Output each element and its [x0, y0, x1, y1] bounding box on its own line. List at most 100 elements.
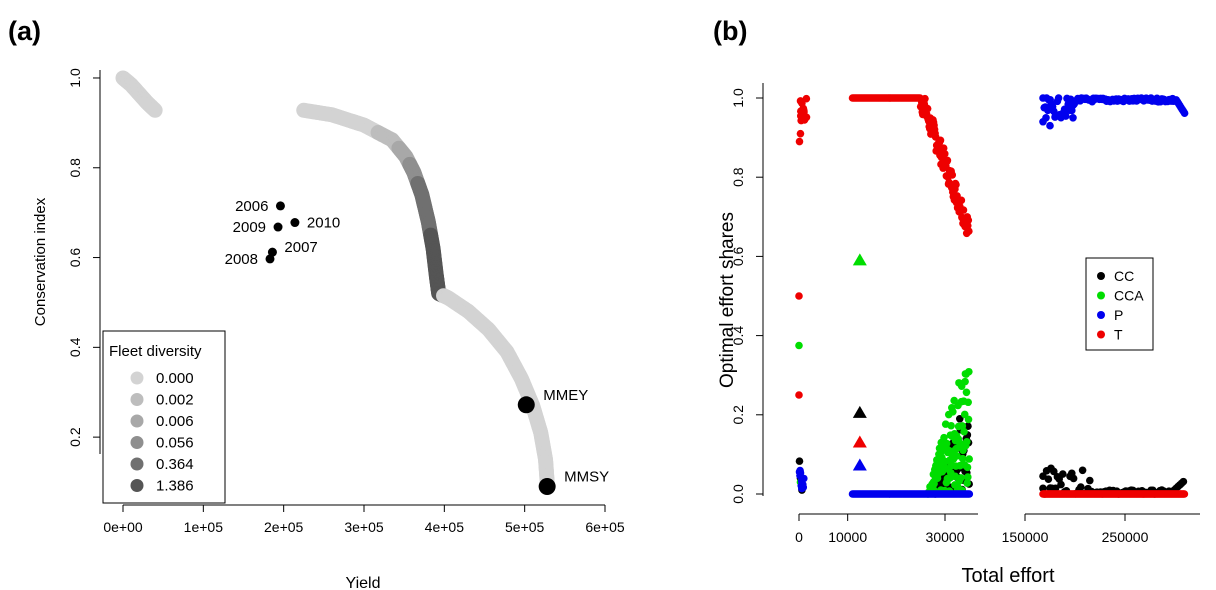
data-point — [1039, 472, 1047, 480]
reference-points-series: MMEY MMSY — [517, 387, 609, 496]
data-point — [800, 474, 808, 483]
data-point — [1179, 477, 1188, 486]
data-point — [965, 227, 973, 236]
data-point — [942, 439, 951, 448]
legend-swatch — [130, 479, 144, 492]
legend-swatch — [1097, 330, 1105, 339]
data-point — [939, 144, 948, 152]
legend-label: CC — [1114, 268, 1134, 284]
data-point — [964, 398, 972, 407]
legend-swatch — [130, 457, 144, 471]
triangle-marker — [852, 458, 867, 471]
chart-panel-a: 2006 2009 2010 2008 2007 MMEY MMSY 0e+00 1e+05… — [32, 68, 625, 590]
data-point — [955, 414, 964, 423]
legend: CC CCA PT — [1085, 257, 1154, 351]
data-point — [1059, 470, 1067, 478]
triangle-marker — [852, 405, 867, 418]
data-point — [962, 388, 971, 397]
observed-point-label: 2009 — [233, 219, 266, 236]
data-point — [1069, 474, 1078, 483]
observed-years-series: 2006 2009 2010 2008 2007 — [225, 198, 341, 268]
frontier-series — [115, 70, 555, 490]
x-tick-label: 6e+05 — [585, 519, 625, 535]
x-tick-label: 250000 — [1102, 529, 1149, 545]
y-tick-label: 0.2 — [67, 427, 83, 447]
data-point — [1046, 121, 1054, 130]
legend-label: 0.364 — [156, 456, 194, 473]
data-point — [1078, 466, 1087, 475]
data-point — [964, 216, 973, 225]
data-point — [795, 341, 803, 350]
data-point — [959, 206, 968, 214]
frontier-point — [147, 102, 163, 118]
data-point — [963, 479, 971, 487]
x-tick-label: 10000 — [828, 529, 867, 545]
observed-point — [267, 247, 277, 257]
x-tick-label: 2e+05 — [264, 519, 304, 535]
data-point — [796, 107, 805, 116]
x-tick-label: 5e+05 — [505, 519, 545, 535]
data-point — [964, 473, 972, 481]
x-tick-label: 1e+05 — [184, 519, 224, 535]
data-point — [965, 490, 974, 498]
x-tick-label: 4e+05 — [425, 519, 465, 535]
data-point — [963, 437, 971, 446]
x-tick-label: 150000 — [1002, 529, 1049, 545]
observed-point-label: 2007 — [284, 239, 317, 256]
data-point — [1180, 109, 1189, 118]
x-tick-label: 30000 — [926, 529, 965, 545]
legend-label: P — [1114, 307, 1123, 323]
legend-items: 0.000 0.002 0.006 0.056 0.364 1.386 — [130, 370, 194, 495]
chart-panel-b: 0 10000 30000 150000 250000 0.0 0.2 0.4 0.6 0.8 1… — [717, 83, 1200, 587]
data-point — [923, 104, 932, 113]
reference-point-label: MMEY — [543, 387, 588, 404]
data-point — [1086, 476, 1094, 485]
data-point — [1057, 480, 1065, 489]
data-point — [796, 129, 805, 138]
series-p — [795, 94, 1189, 498]
data-point — [1047, 464, 1055, 473]
y-tick-label: 0.4 — [730, 326, 746, 346]
x-tick-label: 0 — [795, 529, 803, 545]
legend-label: 0.006 — [156, 413, 194, 430]
data-point — [921, 94, 929, 103]
data-point — [961, 377, 969, 386]
data-point — [795, 391, 803, 399]
data-point — [963, 463, 972, 472]
data-point — [1077, 483, 1085, 491]
data-point — [1042, 114, 1050, 122]
data-point — [943, 156, 952, 165]
legend-swatch — [1097, 311, 1105, 319]
legend-swatch — [1097, 272, 1105, 280]
legend-swatch — [1097, 291, 1105, 300]
data-point — [964, 422, 972, 430]
y-axis-title: Optimal effort shares — [717, 212, 738, 388]
data-point — [1069, 114, 1077, 122]
data-point — [795, 292, 803, 300]
x-axis-title: Total effort — [961, 565, 1054, 587]
observed-point-label: 2006 — [235, 198, 268, 215]
observed-point — [273, 222, 283, 232]
data-point — [795, 457, 804, 465]
data-point — [958, 454, 967, 463]
data-point — [947, 421, 955, 430]
data-point — [1051, 484, 1060, 493]
y-tick-label: 1.0 — [730, 88, 746, 108]
legend-title: Fleet diversity — [109, 343, 202, 360]
data-point — [957, 196, 966, 205]
x-tick-label: 0e+00 — [103, 519, 143, 535]
observed-point — [290, 218, 300, 228]
y-ticks: 0.0 0.2 0.4 0.6 0.8 1.0 — [730, 88, 763, 504]
data-point — [802, 113, 811, 122]
legend-items: CC CCA PT — [1097, 268, 1144, 343]
legend-label: 0.002 — [156, 392, 194, 409]
y-axis-title: Conservation index — [32, 197, 49, 326]
data-point — [965, 455, 973, 463]
x-tick-label: 3e+05 — [344, 519, 384, 535]
legend-label: 0.000 — [156, 370, 194, 387]
data-point — [948, 171, 957, 179]
y-tick-label: 0.8 — [67, 158, 83, 178]
legend-label: CCA — [1114, 288, 1144, 304]
reference-point — [538, 478, 556, 496]
y-tick-label: 0.0 — [730, 484, 746, 504]
